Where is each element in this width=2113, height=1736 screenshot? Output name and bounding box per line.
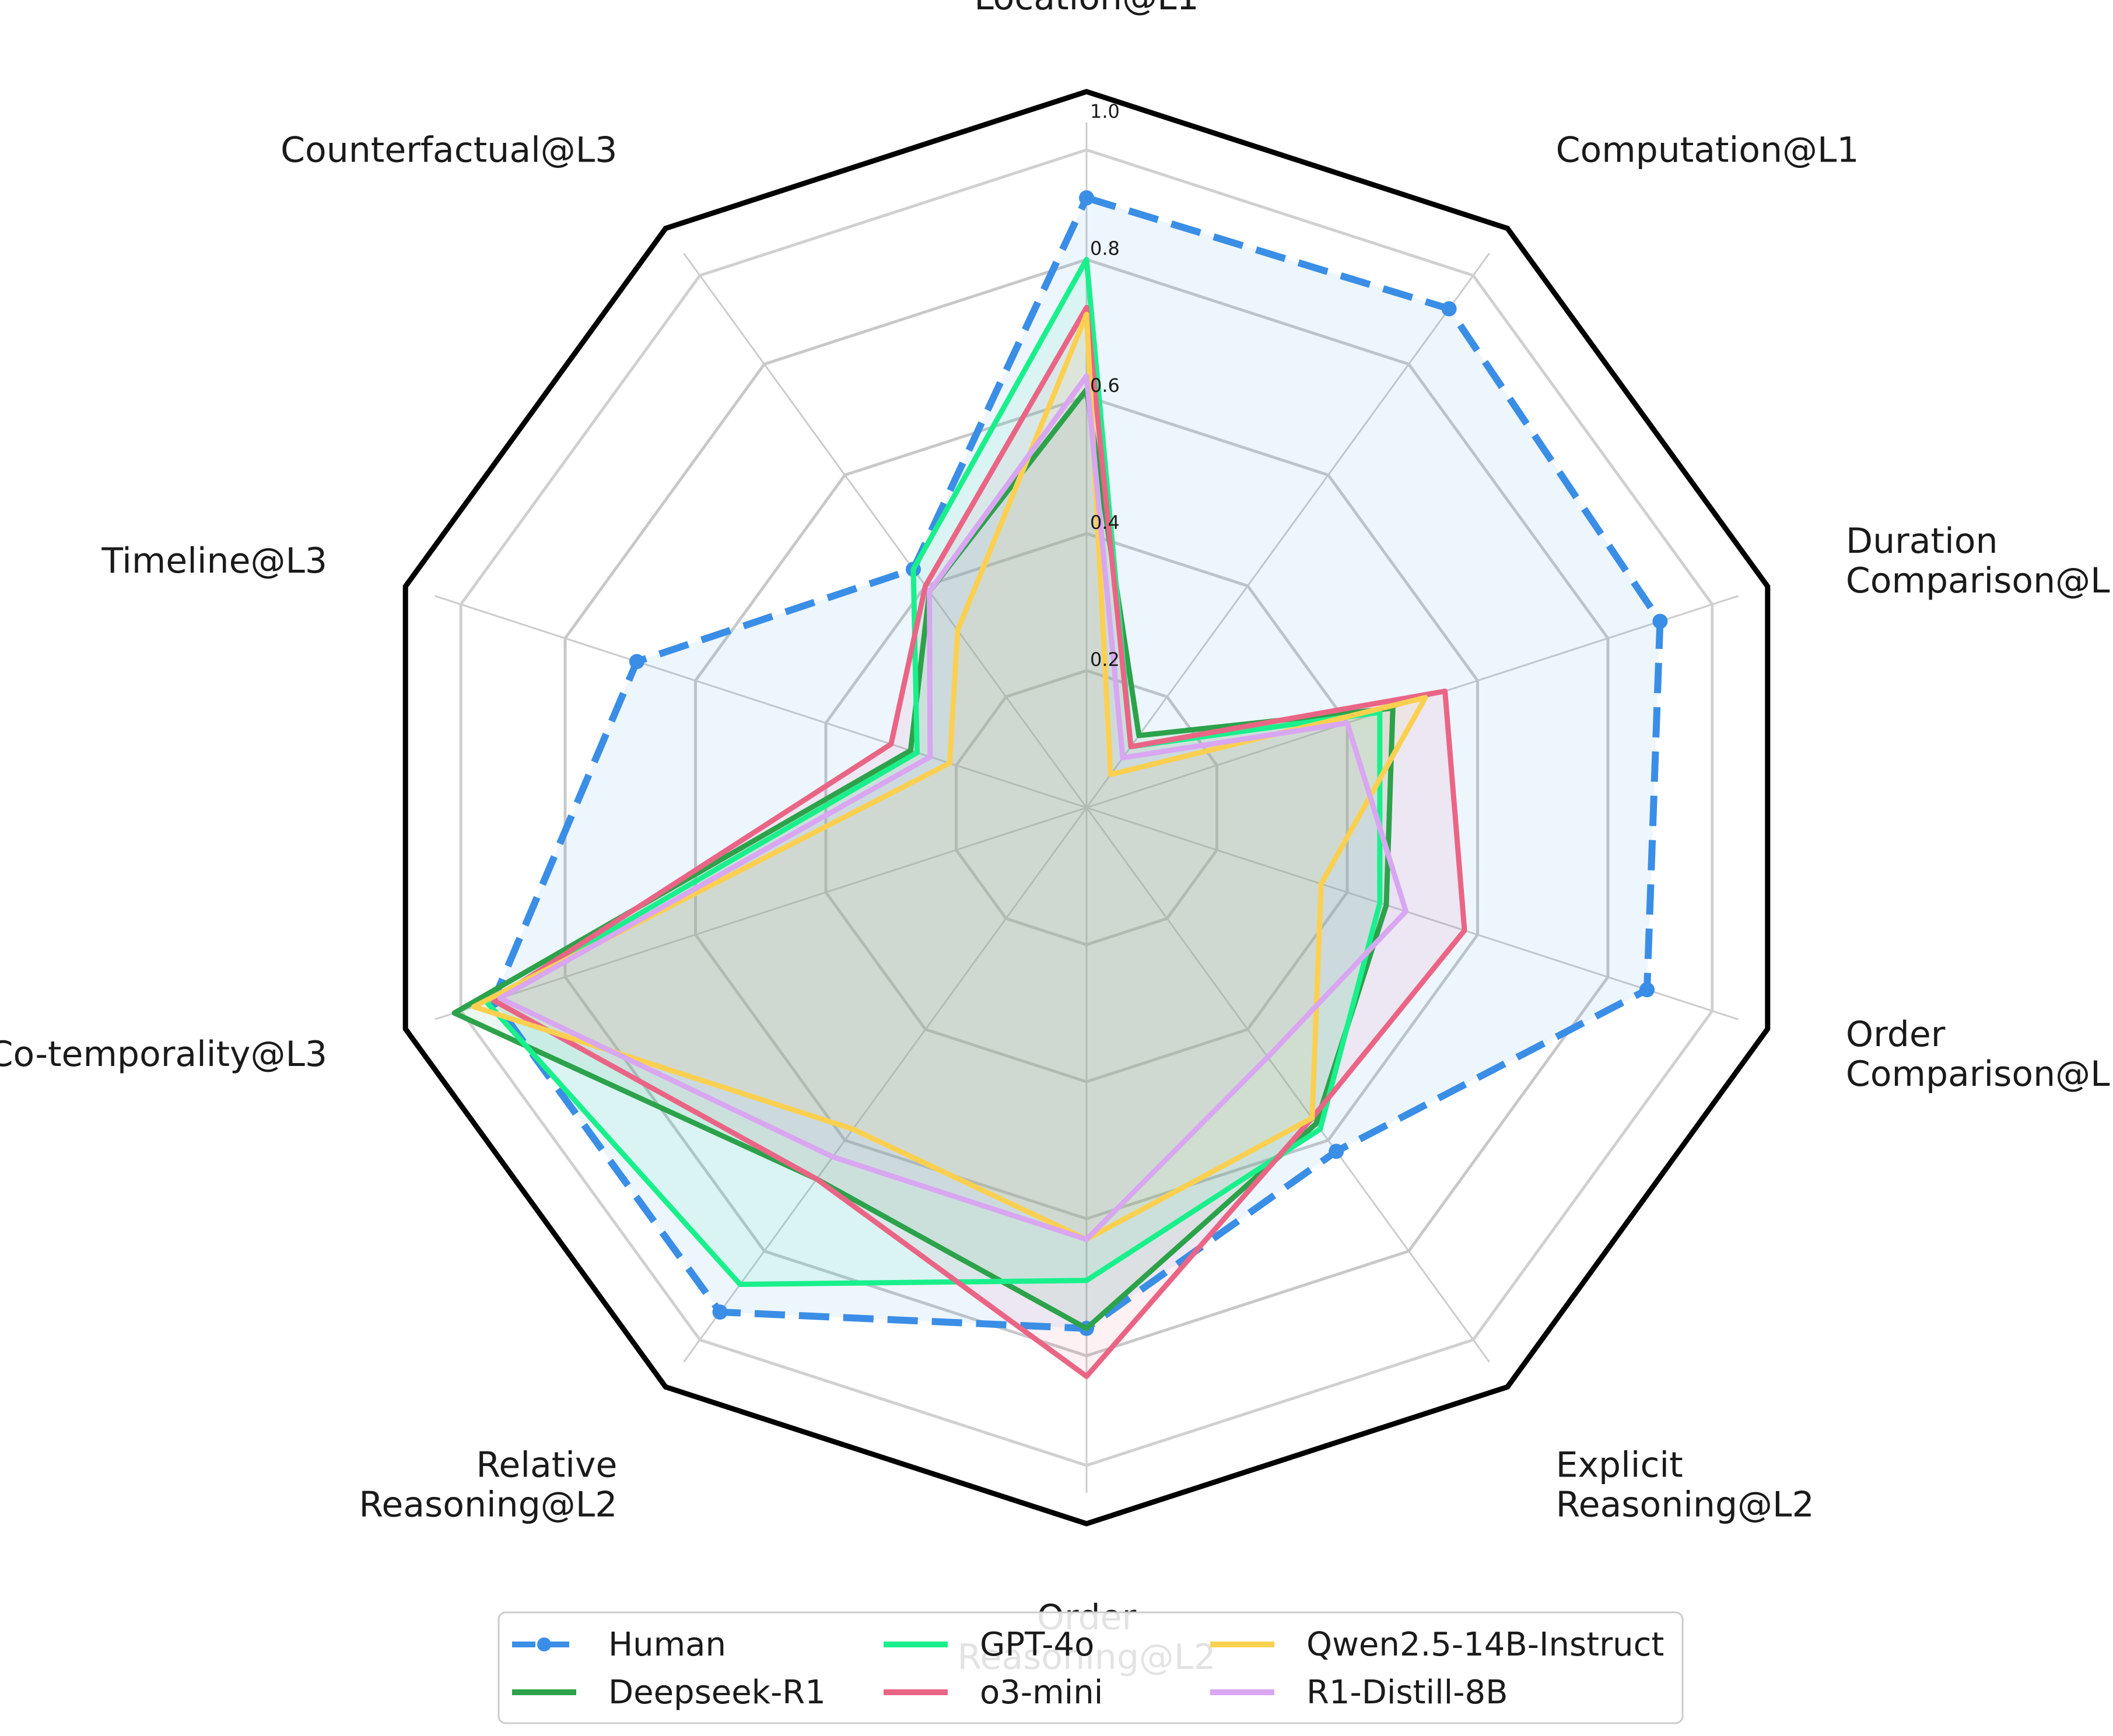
- radar-outer-frame: [402, 89, 1771, 1527]
- legend-box: [497, 1611, 1684, 1724]
- legend-label: GPT-4o: [980, 1626, 1094, 1664]
- radar-grid-ring: [824, 532, 1349, 1083]
- axis-label: Location@L1: [974, 0, 1199, 18]
- series-marker: [1329, 1144, 1344, 1159]
- radar-spoke: [434, 806, 1087, 1020]
- axis-label: Counterfactual@L3: [281, 130, 617, 171]
- legend-label: R1-Distill-8B: [1306, 1674, 1508, 1712]
- axis-label: Relative Reasoning@L2: [359, 1444, 617, 1525]
- radar-spoke: [683, 807, 1088, 1363]
- radar-grid-ring: [459, 148, 1714, 1467]
- radial-tick-label: 1.0: [1090, 100, 1120, 122]
- series-marker: [712, 1304, 728, 1320]
- radar-grid-ring: [563, 258, 1610, 1358]
- axis-label: Computation@L1: [1556, 130, 1859, 171]
- legend-label: Qwen2.5-14B-Instruct: [1306, 1626, 1664, 1664]
- series-lines: [451, 190, 1668, 1379]
- series-fills: [454, 198, 1660, 1377]
- radar-spoke: [683, 252, 1088, 808]
- radial-tick-labels: 0.2 0.4 0.6 0.8 1.0: [1090, 100, 1120, 671]
- radar-grid-ring: [694, 395, 1479, 1221]
- radial-tick-label: 0.6: [1090, 374, 1120, 397]
- series-marker: [629, 654, 644, 669]
- legend-label: Human: [608, 1626, 726, 1664]
- axis-label: Explicit Reasoning@L2: [1556, 1444, 1814, 1525]
- radial-tick-label: 0.4: [1090, 511, 1120, 534]
- radial-tick-label: 0.8: [1090, 237, 1120, 259]
- series-fill-4: [474, 314, 1426, 1240]
- radial-tick-label: 0.2: [1090, 648, 1120, 671]
- legend-marker: [537, 1637, 551, 1651]
- radar-grid: [402, 89, 1771, 1527]
- series-marker: [1639, 982, 1655, 998]
- radar-spoke: [434, 595, 1087, 809]
- legend: Human Deepseek-R1 GPT-4o o3-mini Qwen2.5-14B…: [497, 1611, 1684, 1724]
- legend-label: Deepseek-R1: [608, 1674, 826, 1712]
- series-line-2: [484, 257, 1383, 1287]
- radar-grid-ring: [955, 669, 1218, 946]
- series-marker: [1652, 613, 1668, 629]
- series-marker: [1441, 301, 1457, 317]
- series-line-3: [490, 304, 1467, 1379]
- radar-spoke: [1085, 807, 1490, 1363]
- series-fill-5: [500, 376, 1406, 1240]
- radar-spoke: [1086, 806, 1739, 1020]
- legend-label: o3-mini: [980, 1674, 1103, 1712]
- axis-label: Order Comparison@L1: [1846, 1014, 2113, 1095]
- axis-label: Co-temporality@L3: [0, 1034, 327, 1075]
- axis-label: Duration Comparison@L1: [1846, 521, 2113, 601]
- series-line-5: [497, 373, 1409, 1242]
- axis-label: Timeline@L3: [101, 541, 327, 581]
- series-marker: [1079, 190, 1094, 206]
- radar-spoke: [1085, 252, 1490, 808]
- series-fill-1: [454, 390, 1393, 1328]
